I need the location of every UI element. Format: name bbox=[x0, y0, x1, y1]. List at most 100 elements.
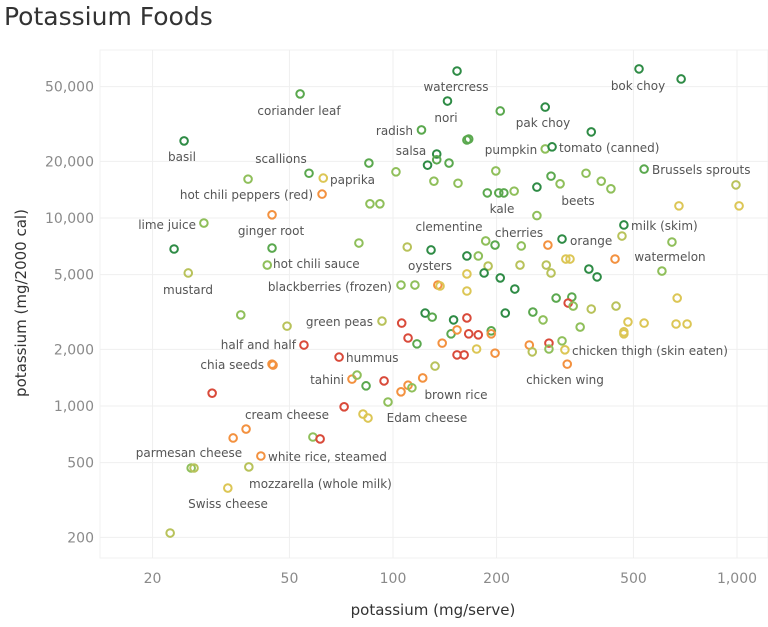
x-tick-label: 100 bbox=[380, 571, 407, 587]
data-point bbox=[416, 125, 427, 135]
point-label: ginger root bbox=[238, 224, 305, 238]
data-point bbox=[431, 154, 442, 165]
point-label: orange bbox=[570, 234, 612, 248]
data-point bbox=[493, 188, 504, 198]
x-tick-label: 500 bbox=[620, 571, 647, 587]
data-point bbox=[267, 209, 277, 220]
data-point bbox=[544, 344, 554, 354]
data-point bbox=[486, 329, 497, 339]
point-label: clementine bbox=[415, 220, 482, 234]
data-point bbox=[619, 329, 629, 339]
data-point bbox=[586, 127, 597, 137]
data-point bbox=[354, 238, 364, 248]
point-label: Swiss cheese bbox=[188, 497, 268, 511]
data-point bbox=[546, 268, 556, 278]
data-point bbox=[543, 240, 553, 250]
data-point bbox=[429, 176, 439, 186]
point-label: watermelon bbox=[634, 250, 705, 264]
data-point bbox=[199, 218, 209, 228]
point-label: scallions bbox=[255, 152, 306, 166]
y-axis-title: potassium (mg/2000 cal) bbox=[12, 209, 30, 397]
data-point bbox=[244, 462, 254, 472]
point-label: pak choy bbox=[516, 116, 570, 130]
data-point bbox=[639, 164, 649, 174]
data-point bbox=[510, 284, 520, 294]
data-point bbox=[623, 317, 633, 327]
data-point bbox=[396, 386, 406, 397]
point-label: cream cheese bbox=[245, 408, 329, 422]
point-label: green peas bbox=[306, 315, 373, 329]
data-point bbox=[619, 220, 629, 230]
data-point bbox=[610, 254, 620, 264]
point-label: kale bbox=[490, 202, 515, 216]
data-point bbox=[262, 260, 273, 270]
point-label: radish bbox=[376, 124, 413, 138]
data-point bbox=[495, 106, 506, 116]
data-point bbox=[516, 241, 527, 251]
data-point bbox=[407, 382, 417, 393]
data-point bbox=[339, 402, 349, 412]
point-label: chicken wing bbox=[526, 373, 604, 387]
data-point bbox=[562, 359, 573, 369]
data-point bbox=[482, 188, 493, 198]
data-point bbox=[581, 168, 591, 179]
point-label: milk (skim) bbox=[631, 219, 698, 233]
data-point bbox=[396, 280, 406, 290]
data-point bbox=[544, 338, 554, 348]
data-point bbox=[365, 198, 375, 209]
data-point bbox=[377, 316, 387, 326]
x-tick-label: 200 bbox=[483, 571, 510, 587]
data-point bbox=[667, 237, 677, 247]
data-point bbox=[463, 134, 474, 144]
data-point bbox=[495, 273, 506, 283]
x-tick-label: 20 bbox=[144, 571, 162, 587]
point-label: cherries bbox=[495, 226, 543, 240]
data-point bbox=[479, 268, 489, 278]
data-point bbox=[426, 245, 436, 255]
data-point bbox=[243, 174, 253, 184]
data-point bbox=[334, 352, 344, 362]
data-point bbox=[396, 318, 407, 328]
data-point bbox=[315, 434, 325, 444]
y-tick-label: 200 bbox=[67, 530, 94, 546]
data-point bbox=[483, 261, 493, 271]
data-point bbox=[561, 254, 571, 264]
data-point bbox=[207, 388, 217, 398]
point-label: coriander leaf bbox=[257, 104, 341, 118]
data-point bbox=[541, 260, 552, 270]
data-point bbox=[639, 318, 649, 328]
data-point bbox=[379, 376, 389, 386]
data-point bbox=[403, 333, 413, 343]
data-point bbox=[500, 308, 511, 318]
point-label: lime juice bbox=[138, 218, 196, 232]
data-point bbox=[165, 528, 175, 538]
data-point bbox=[267, 243, 277, 253]
point-label: oysters bbox=[408, 259, 452, 273]
y-tick-label: 2,000 bbox=[54, 342, 94, 358]
data-point bbox=[268, 360, 278, 370]
data-point bbox=[169, 244, 179, 254]
point-label: chia seeds bbox=[200, 358, 264, 372]
point-label: hummus bbox=[346, 351, 398, 365]
data-point bbox=[509, 186, 519, 196]
point-label: Brussels sprouts bbox=[652, 163, 751, 177]
data-point bbox=[318, 173, 329, 183]
point-label: blackberries (frozen) bbox=[268, 280, 392, 294]
data-point bbox=[471, 344, 482, 354]
data-point bbox=[674, 201, 684, 211]
data-point bbox=[179, 136, 189, 146]
data-point bbox=[551, 293, 561, 303]
data-point bbox=[304, 168, 314, 179]
data-point bbox=[430, 361, 440, 371]
data-point bbox=[596, 176, 607, 186]
data-point bbox=[459, 350, 469, 360]
data-point bbox=[223, 483, 233, 493]
data-point bbox=[734, 201, 744, 211]
point-label: tahini bbox=[310, 373, 344, 387]
point-label: basil bbox=[168, 150, 196, 164]
data-point bbox=[557, 234, 567, 244]
data-point bbox=[448, 315, 459, 325]
data-point bbox=[363, 413, 373, 423]
point-label: nori bbox=[434, 111, 457, 125]
data-point bbox=[241, 424, 251, 434]
